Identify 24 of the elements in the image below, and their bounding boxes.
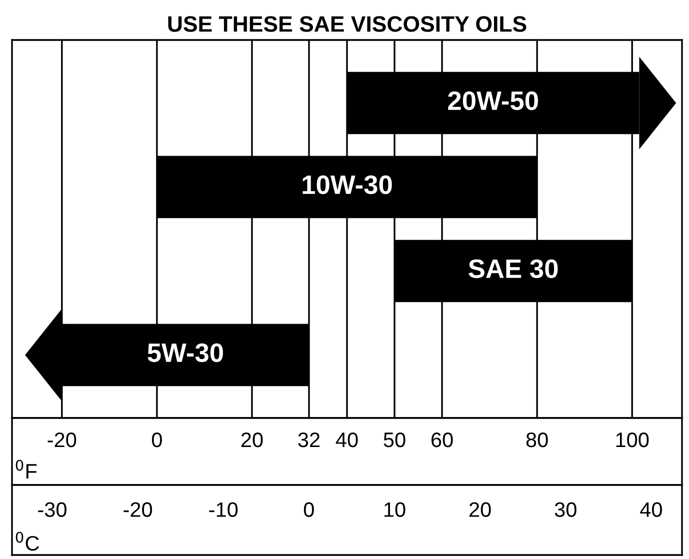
x-tick-label: 40 (336, 432, 358, 448)
y-tick-label: SAE 30 (468, 259, 558, 278)
x-tick-label: 0 (152, 432, 162, 448)
x2-tick-label: -20 (124, 502, 152, 517)
y-tick-label: 5W-30 (148, 343, 223, 362)
x2-tick-label: 40 (640, 502, 662, 517)
x-tick-label: 20 (241, 432, 263, 448)
x-tick-label: -20 (48, 432, 76, 448)
x2-tick-label: 10 (384, 502, 406, 517)
x-tick-label: 60 (432, 432, 453, 448)
x2-tick-label: 20 (470, 502, 491, 517)
x2-tick-label: -30 (38, 502, 66, 517)
y-tick-label: 20W-50 (448, 91, 538, 110)
x-tick-label: 100 (616, 432, 649, 448)
x2-tick-label: 0 (304, 502, 314, 517)
x2-tick-label: 30 (554, 502, 576, 517)
x-tick-label: 32 (298, 432, 320, 448)
x-tick-label: 80 (526, 432, 548, 448)
x2-axis-title: $^{0}$C (16, 532, 39, 551)
y-tick-label: 10W-30 (302, 175, 392, 194)
x-axis-title: $^{0}$F (16, 460, 37, 479)
chart-title: USE THESE SAE VISCOSITY OILS (168, 16, 526, 32)
x2-tick-label: -10 (209, 502, 238, 517)
x-tick-label: 50 (384, 432, 406, 448)
